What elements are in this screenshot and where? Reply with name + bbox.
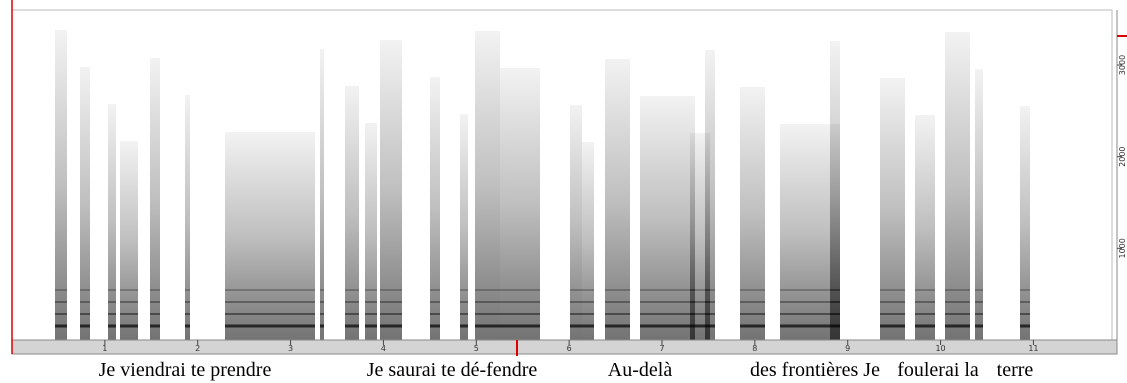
energy-band: [570, 105, 582, 340]
x-tick-label: 4: [381, 344, 386, 353]
energy-band: [582, 142, 594, 340]
y-tick-label: 1000: [1118, 238, 1127, 258]
x-tick-label: 6: [567, 344, 572, 353]
energy-band: [705, 50, 715, 340]
energy-band: [880, 78, 905, 340]
time-axis-bar: [11, 339, 1118, 355]
x-tick-label: 9: [845, 344, 850, 353]
energy-band: [365, 123, 377, 340]
y-tick-label: 3000: [1118, 55, 1127, 75]
energy-band: [740, 87, 765, 340]
energy-band: [460, 114, 468, 340]
energy-band: [108, 104, 116, 340]
energy-band: [1020, 106, 1030, 340]
y-tick-label: 2000: [1118, 146, 1127, 166]
energy-band: [80, 67, 90, 340]
lyric: foulerai la: [897, 359, 979, 381]
energy-band: [225, 132, 315, 340]
lyric: Je viendrai te prendre: [99, 359, 272, 381]
energy-band: [320, 49, 324, 340]
energy-band: [120, 141, 138, 340]
x-tick-label: 1: [102, 344, 107, 353]
x-tick-label: 7: [659, 344, 664, 353]
x-tick-label: 10: [935, 344, 945, 353]
energy-band: [185, 95, 190, 340]
x-tick-label: 8: [752, 344, 757, 353]
energy-band: [915, 115, 935, 340]
energy-band: [380, 40, 402, 340]
energy-band: [55, 30, 67, 340]
energy-band: [945, 32, 970, 340]
energy-band: [975, 69, 983, 340]
energy-band: [640, 96, 695, 340]
x-tick-label: 2: [195, 344, 200, 353]
energy-band: [830, 41, 840, 340]
energy-band: [430, 77, 440, 340]
x-tick-label: 3: [288, 344, 293, 353]
lyric: Je saurai te dé-fendre: [367, 359, 538, 381]
x-tick-label: 5: [474, 344, 479, 353]
lyric: Au-delà: [608, 359, 673, 381]
energy-band: [605, 59, 630, 340]
energy-band: [475, 31, 500, 340]
energy-band: [150, 58, 160, 340]
x-tick-label: 11: [1028, 344, 1038, 353]
energy-band: [345, 86, 359, 340]
energy-band: [500, 68, 540, 340]
lyric: des frontières Je: [750, 359, 880, 381]
lyric: terre: [997, 359, 1034, 381]
